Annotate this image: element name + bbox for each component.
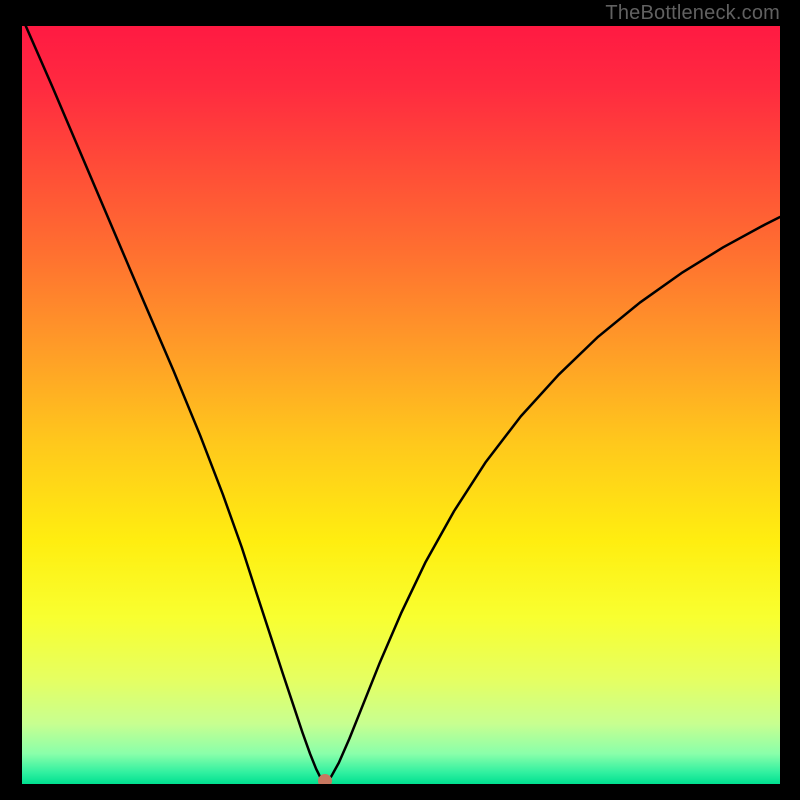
plot-area <box>22 26 780 784</box>
optimal-point-marker <box>318 774 332 784</box>
watermark-text: TheBottleneck.com <box>605 2 780 25</box>
bottleneck-curve <box>22 26 780 784</box>
